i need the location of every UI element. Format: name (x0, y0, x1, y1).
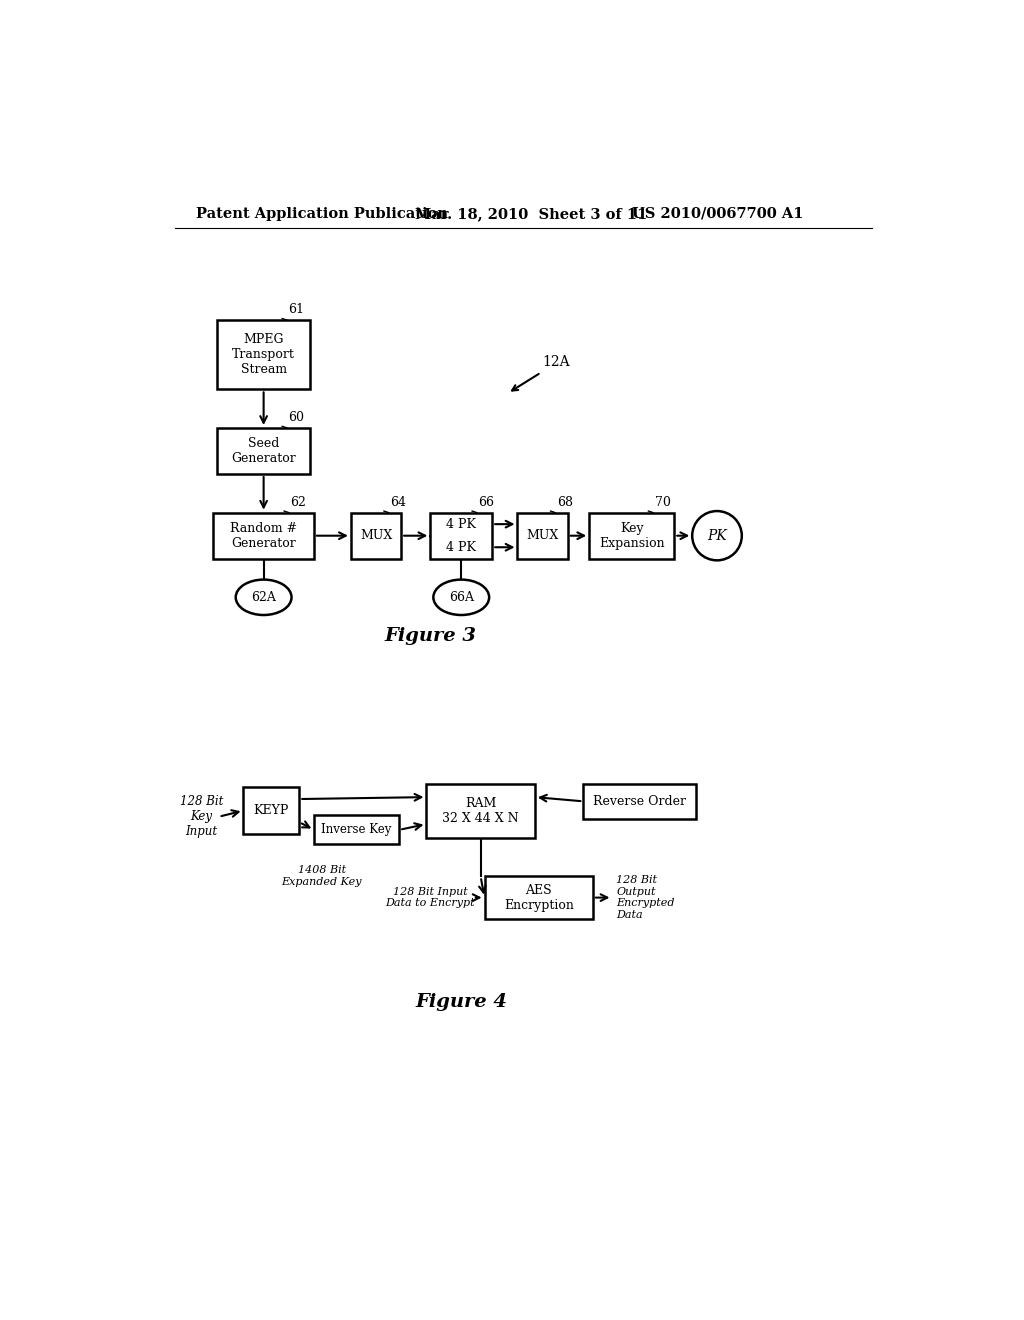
Text: 128 Bit
Key
Input: 128 Bit Key Input (180, 795, 223, 838)
FancyBboxPatch shape (314, 816, 399, 845)
FancyBboxPatch shape (426, 784, 535, 838)
Text: Key
Expansion: Key Expansion (599, 521, 665, 549)
Text: KEYP: KEYP (254, 804, 289, 817)
Text: 1408 Bit
Expanded Key: 1408 Bit Expanded Key (282, 866, 362, 887)
Text: US 2010/0067700 A1: US 2010/0067700 A1 (632, 207, 803, 220)
Text: 68: 68 (557, 496, 572, 508)
Ellipse shape (433, 579, 489, 615)
Text: Random #
Generator: Random # Generator (230, 521, 297, 549)
Text: Inverse Key: Inverse Key (322, 824, 392, 837)
Ellipse shape (236, 579, 292, 615)
Text: MPEG
Transport
Stream: MPEG Transport Stream (232, 333, 295, 376)
Text: 64: 64 (390, 496, 407, 508)
Text: MUX: MUX (526, 529, 559, 543)
FancyBboxPatch shape (484, 876, 593, 919)
Text: Reverse Order: Reverse Order (593, 795, 686, 808)
Text: Figure 3: Figure 3 (384, 627, 476, 644)
FancyBboxPatch shape (584, 784, 695, 818)
Text: RAM
32 X 44 X N: RAM 32 X 44 X N (442, 796, 519, 825)
Text: 62A: 62A (251, 591, 276, 603)
FancyBboxPatch shape (217, 321, 310, 389)
Text: 4 PK: 4 PK (446, 541, 476, 554)
FancyBboxPatch shape (217, 428, 310, 474)
Text: PK: PK (708, 529, 727, 543)
Text: Mar. 18, 2010  Sheet 3 of 11: Mar. 18, 2010 Sheet 3 of 11 (415, 207, 647, 220)
Text: 128 Bit Input
Data to Encrypt: 128 Bit Input Data to Encrypt (385, 887, 475, 908)
FancyBboxPatch shape (213, 512, 314, 558)
FancyBboxPatch shape (351, 512, 401, 558)
FancyBboxPatch shape (589, 512, 675, 558)
Text: Patent Application Publication: Patent Application Publication (197, 207, 449, 220)
Text: AES
Encryption: AES Encryption (504, 883, 573, 912)
Text: 61: 61 (289, 304, 304, 317)
Text: 70: 70 (654, 496, 671, 508)
Text: 4 PK: 4 PK (446, 517, 476, 531)
Text: 128 Bit
Output
Encrypted
Data: 128 Bit Output Encrypted Data (616, 875, 675, 920)
FancyBboxPatch shape (430, 512, 493, 558)
Circle shape (692, 511, 741, 561)
Text: Figure 4: Figure 4 (416, 993, 507, 1011)
Text: 62: 62 (291, 496, 306, 508)
FancyBboxPatch shape (244, 788, 299, 834)
Text: 12A: 12A (543, 355, 570, 368)
Text: Seed
Generator: Seed Generator (231, 437, 296, 465)
Text: MUX: MUX (359, 529, 392, 543)
Text: 66: 66 (478, 496, 495, 508)
FancyBboxPatch shape (517, 512, 568, 558)
Text: 60: 60 (289, 411, 304, 424)
Text: 66A: 66A (449, 591, 474, 603)
